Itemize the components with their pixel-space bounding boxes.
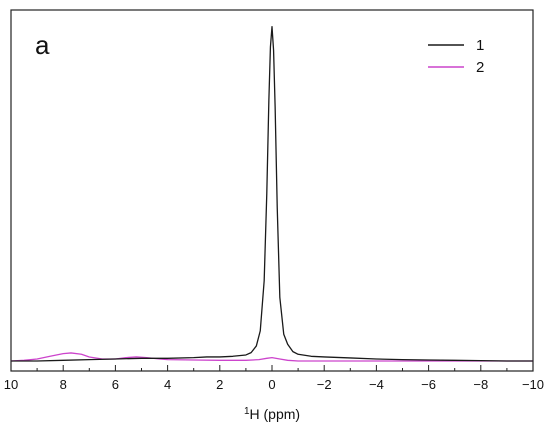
x-tick-label: −10	[522, 377, 544, 392]
series-line-2	[10, 352, 533, 362]
x-tick-label: 10	[4, 377, 18, 392]
legend-label-2: 2	[476, 59, 484, 76]
x-axis-label: 1H (ppm)	[244, 406, 300, 423]
x-axis-label-text: H (ppm)	[250, 406, 301, 422]
series-group	[10, 26, 533, 362]
x-tick-label: −8	[473, 377, 488, 392]
x-tick-label: −2	[317, 377, 332, 392]
legend: 12	[428, 37, 484, 76]
x-tick-label: −6	[421, 377, 436, 392]
x-tick-label: 4	[164, 377, 171, 392]
legend-label-1: 1	[476, 37, 484, 54]
panel-label: a	[35, 30, 50, 60]
series-line-1	[11, 26, 533, 362]
x-tick-label: 2	[216, 377, 223, 392]
x-axis-ticks: 10 8 6 4 2 0 −2 −4 −6 −8 −10	[4, 365, 544, 392]
x-axis-label-superscript: 1	[244, 406, 250, 417]
plot-frame	[10, 9, 534, 372]
x-tick-label: 0	[268, 377, 275, 392]
x-tick-label: 6	[112, 377, 119, 392]
x-tick-label: −4	[369, 377, 384, 392]
x-tick-label: 8	[60, 377, 67, 392]
